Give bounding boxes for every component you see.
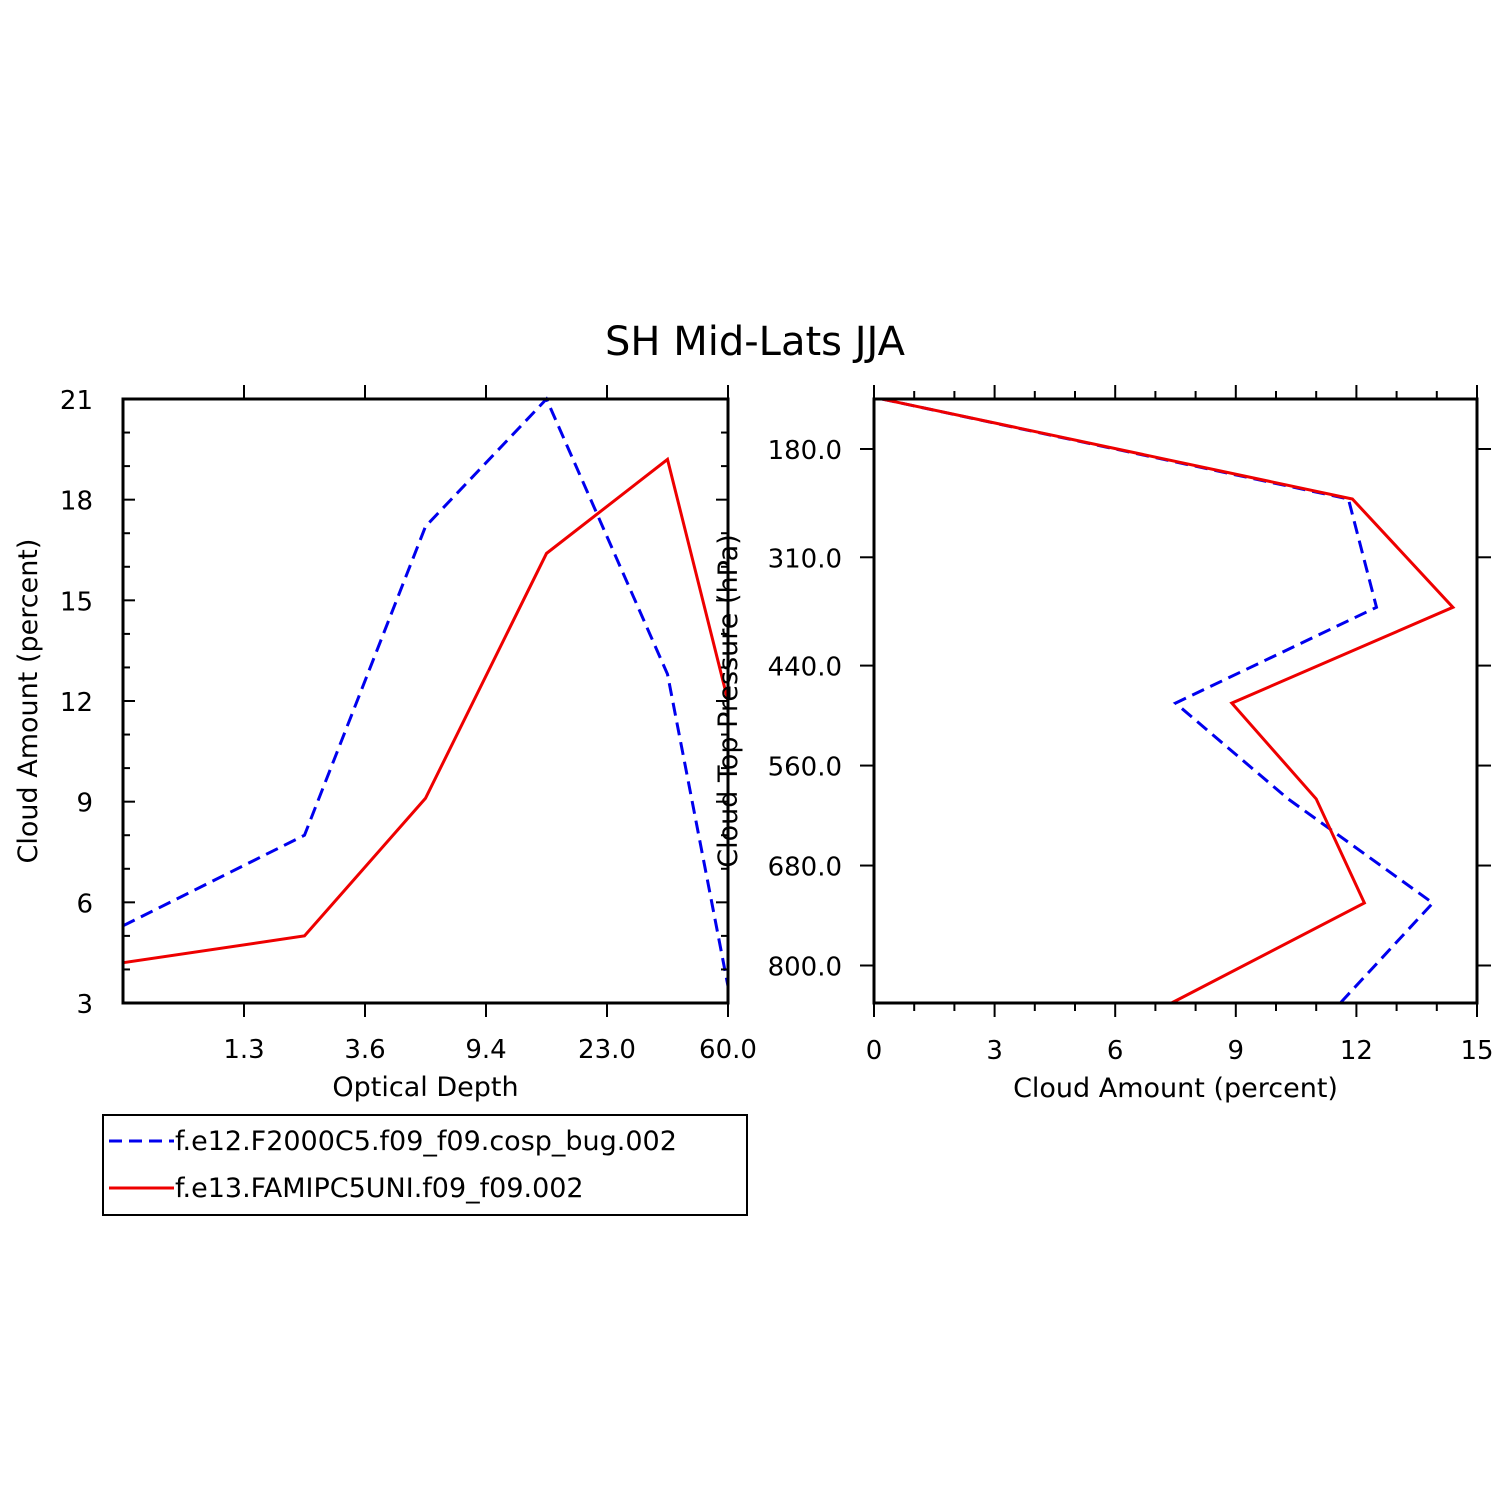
right-x-tick-label: 12 (1340, 1036, 1373, 1066)
left-y-tick-label: 21 (60, 386, 93, 416)
legend-box (102, 1114, 748, 1216)
right-x-tick-label: 3 (986, 1036, 1003, 1066)
left-x-tick-label: 23.0 (578, 1035, 636, 1065)
left-plot-marks (122, 396, 730, 987)
left-x-tick-label: 3.6 (344, 1035, 385, 1065)
right-x-tick-label: 15 (1460, 1036, 1493, 1066)
main-title: SH Mid-Lats JJA (605, 319, 906, 365)
left-x-axis-title: Optical Depth (332, 1072, 518, 1103)
left-y-tick-label: 6 (76, 889, 93, 919)
right-x-tick-label: 0 (866, 1036, 883, 1066)
right-plot-frame (872, 397, 1479, 1005)
right-axis-ticks: 0 3 6 9 12 15 180.0 310.0 440.0 560.0 680.0 800.0 (768, 385, 1494, 1066)
right-y-tick-label: 680.0 (768, 853, 842, 883)
left-y-tick-label: 9 (76, 789, 93, 819)
right-y-tick-label: 440.0 (768, 653, 842, 683)
legend-label-2: f.e13.FAMIPC5UNI.f09_f09.002 (175, 1173, 584, 1204)
left-y-axis-title: Cloud Amount (percent) (13, 539, 44, 864)
right-x-tick-label: 9 (1228, 1036, 1245, 1066)
right-x-axis-title: Cloud Amount (percent) (1013, 1073, 1338, 1104)
right-y-tick-label: 180.0 (768, 436, 842, 466)
legend-label-1: f.e12.F2000C5.f09_f09.cosp_bug.002 (175, 1126, 677, 1157)
left-series-2-line (122, 456, 730, 965)
left-x-tick-label: 9.4 (465, 1035, 506, 1065)
left-y-tick-label: 12 (60, 688, 93, 718)
right-series-1-line (881, 397, 1436, 1005)
left-y-tick-label: 3 (76, 990, 93, 1020)
cloud-top-pressure-panel: 0 3 6 9 12 15 180.0 310.0 440.0 560.0 680.0 800.0 C… (713, 385, 1494, 1104)
right-plot-marks (881, 397, 1456, 1005)
left-plot-frame (121, 397, 730, 1005)
right-y-tick-label: 560.0 (768, 753, 842, 783)
right-x-tick-label: 6 (1107, 1036, 1124, 1066)
left-x-tick-label: 1.3 (223, 1035, 264, 1065)
right-y-tick-label: 800.0 (768, 953, 842, 983)
right-y-axis-title: Cloud Top Pressure (hPa) (713, 534, 744, 868)
legend: f.e12.F2000C5.f09_f09.cosp_bug.002 f.e13… (102, 1114, 748, 1216)
left-y-tick-label: 15 (60, 587, 93, 617)
right-y-tick-label: 310.0 (768, 544, 842, 574)
left-x-tick-label: 60.0 (699, 1035, 757, 1065)
left-series-1-line (122, 396, 730, 987)
right-series-2-line (881, 397, 1456, 1005)
left-axis-ticks: 3 6 9 12 15 18 21 1.3 3.6 9.4 23.0 60.0 (60, 385, 757, 1065)
optical-depth-panel: 3 6 9 12 15 18 21 1.3 3.6 9.4 23.0 60.0 Optical Dep… (13, 385, 757, 1103)
left-y-tick-label: 18 (60, 487, 93, 517)
